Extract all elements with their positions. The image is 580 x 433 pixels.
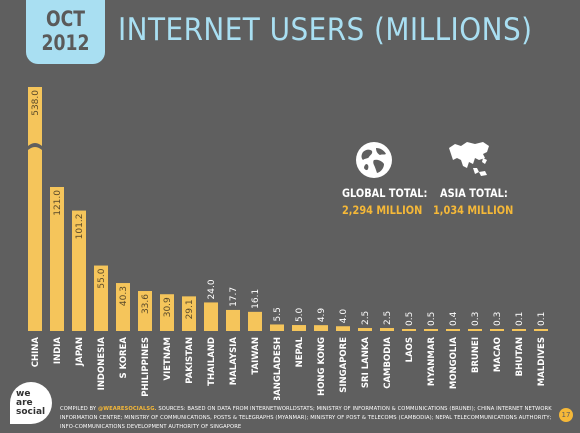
- globe-icon: [356, 142, 392, 178]
- value-label-nepal: 5.0: [295, 307, 305, 322]
- bar-india: [50, 187, 64, 331]
- category-label-taiwan: TAIWAN: [251, 337, 261, 375]
- category-label-japan: JAPAN: [75, 337, 85, 367]
- category-label-indonesia: INDONESIA: [97, 337, 107, 391]
- bar-mongolia: [446, 329, 460, 331]
- logo-line-3: social: [16, 407, 46, 417]
- category-label-hong-kong: HONG KONG: [317, 337, 327, 396]
- bar-cambodia: [380, 328, 394, 331]
- bar-pakistan: [182, 296, 196, 331]
- bar-nepal: [292, 325, 306, 331]
- value-label-india: 121.0: [53, 190, 63, 216]
- category-label-china: CHINA: [31, 337, 41, 368]
- value-label-cambodia: 2.5: [383, 311, 393, 325]
- asia-total-label: ASIA TOTAL:: [440, 186, 508, 200]
- category-label-nepal: NEPAL: [295, 336, 305, 367]
- value-label-myanmar: 0.5: [427, 312, 437, 326]
- value-label-malaysia: 17.7: [229, 287, 239, 307]
- source-prefix: COMPILED BY: [60, 406, 97, 412]
- category-label-sri-lanka: SRI LANKA: [361, 337, 371, 388]
- bar-s-korea: [116, 283, 130, 331]
- category-label-macao: MACAO: [493, 337, 503, 372]
- bar-malaysia: [226, 309, 240, 331]
- bar-thailand: [204, 302, 218, 331]
- value-label-s-korea: 40.3: [119, 286, 129, 306]
- category-label-myanmar: MYANMAR: [427, 337, 437, 387]
- bar-taiwan: [248, 311, 262, 331]
- value-label-taiwan: 16.1: [251, 289, 261, 309]
- category-label-malaysia: MALAYSIA: [229, 337, 239, 386]
- bar-brunei: [468, 329, 482, 331]
- value-label-philippines: 33.6: [141, 294, 151, 314]
- value-label-brunei: 0.3: [471, 312, 481, 326]
- bar-japan: [72, 210, 86, 331]
- source-note: COMPILED BY @WEARESOCIALSG. SOURCES: BAS…: [60, 405, 555, 432]
- page-number: 17: [559, 408, 573, 422]
- global-total-label: GLOBAL TOTAL:: [342, 186, 428, 200]
- bar-hong-kong: [314, 325, 328, 331]
- source-handle: @WEARESOCIALSG.: [97, 406, 157, 412]
- value-label-singapore: 4.0: [339, 309, 349, 324]
- chart-title: INTERNET USERS (MILLIONS): [118, 12, 533, 48]
- asia-total-value: 1,034 MILLION: [433, 203, 514, 217]
- date-year: 2012: [41, 31, 90, 55]
- date-badge: OCT 2012: [26, 0, 105, 64]
- bar-chart: 538.0 CHINA 121.0 INDIA 101.2 JAPAN 55.0 INDONE…: [27, 87, 548, 400]
- bar-china: [28, 87, 42, 331]
- category-label-cambodia: CAMBODIA: [383, 337, 393, 389]
- value-label-sri-lanka: 2.5: [361, 311, 371, 325]
- value-label-pakistan: 29.1: [185, 299, 195, 319]
- value-label-bangladesh: 5.5: [273, 307, 283, 321]
- bar-macao: [490, 329, 504, 331]
- value-label-macao: 0.3: [493, 312, 503, 326]
- category-label-mongolia: MONGOLIA: [449, 337, 459, 390]
- bar-myanmar: [424, 329, 438, 331]
- category-label-laos: LAOS: [405, 337, 415, 362]
- bar-indonesia: [94, 265, 108, 331]
- logo-line-1: we: [16, 389, 31, 399]
- we-are-social-logo: we are social: [10, 382, 52, 424]
- category-label-brunei: BRUNEI: [471, 337, 481, 373]
- value-label-indonesia: 55.0: [97, 268, 107, 288]
- value-label-china: 538.0: [31, 90, 41, 116]
- category-label-pakistan: PAKISTAN: [185, 337, 195, 384]
- category-label-philippines: PHILIPPINES: [141, 337, 151, 397]
- global-total-value: 2,294 MILLION: [342, 203, 423, 217]
- value-label-japan: 101.2: [75, 214, 85, 240]
- bar-bhutan: [512, 329, 526, 331]
- bar-bangladesh: [270, 324, 284, 331]
- category-label-singapore: SINGAPORE: [339, 337, 349, 393]
- category-label-bangladesh: BANGLADESH: [273, 337, 283, 400]
- value-label-maldives: 0.1: [537, 312, 547, 326]
- value-label-mongolia: 0.4: [449, 311, 459, 326]
- bar-philippines: [138, 291, 152, 331]
- bar-singapore: [336, 326, 350, 331]
- value-label-thailand: 24.0: [207, 279, 217, 299]
- logo-line-2: are: [16, 398, 33, 408]
- source-text: SOURCES: BASED ON DATA FROM INTERNETWORL…: [60, 406, 552, 430]
- category-label-maldives: MALDIVES: [537, 337, 547, 386]
- value-label-bhutan: 0.1: [515, 312, 525, 326]
- category-label-bhutan: BHUTAN: [515, 337, 525, 376]
- bar-maldives: [534, 329, 548, 331]
- bar-vietnam: [160, 294, 174, 331]
- value-label-hong-kong: 4.9: [317, 308, 327, 323]
- axis-break-mark: [27, 143, 43, 151]
- bar-laos: [402, 329, 416, 331]
- category-label-india: INDIA: [53, 337, 63, 364]
- value-label-laos: 0.5: [405, 312, 415, 326]
- category-label-thailand: THAILAND: [207, 337, 217, 386]
- date-month: OCT: [45, 7, 86, 31]
- category-label-vietnam: VIETNAM: [163, 337, 173, 381]
- value-label-vietnam: 30.9: [163, 297, 173, 317]
- asia-map-icon: [449, 142, 489, 176]
- category-label-s-korea: S KOREA: [119, 337, 129, 379]
- bar-sri-lanka: [358, 328, 372, 331]
